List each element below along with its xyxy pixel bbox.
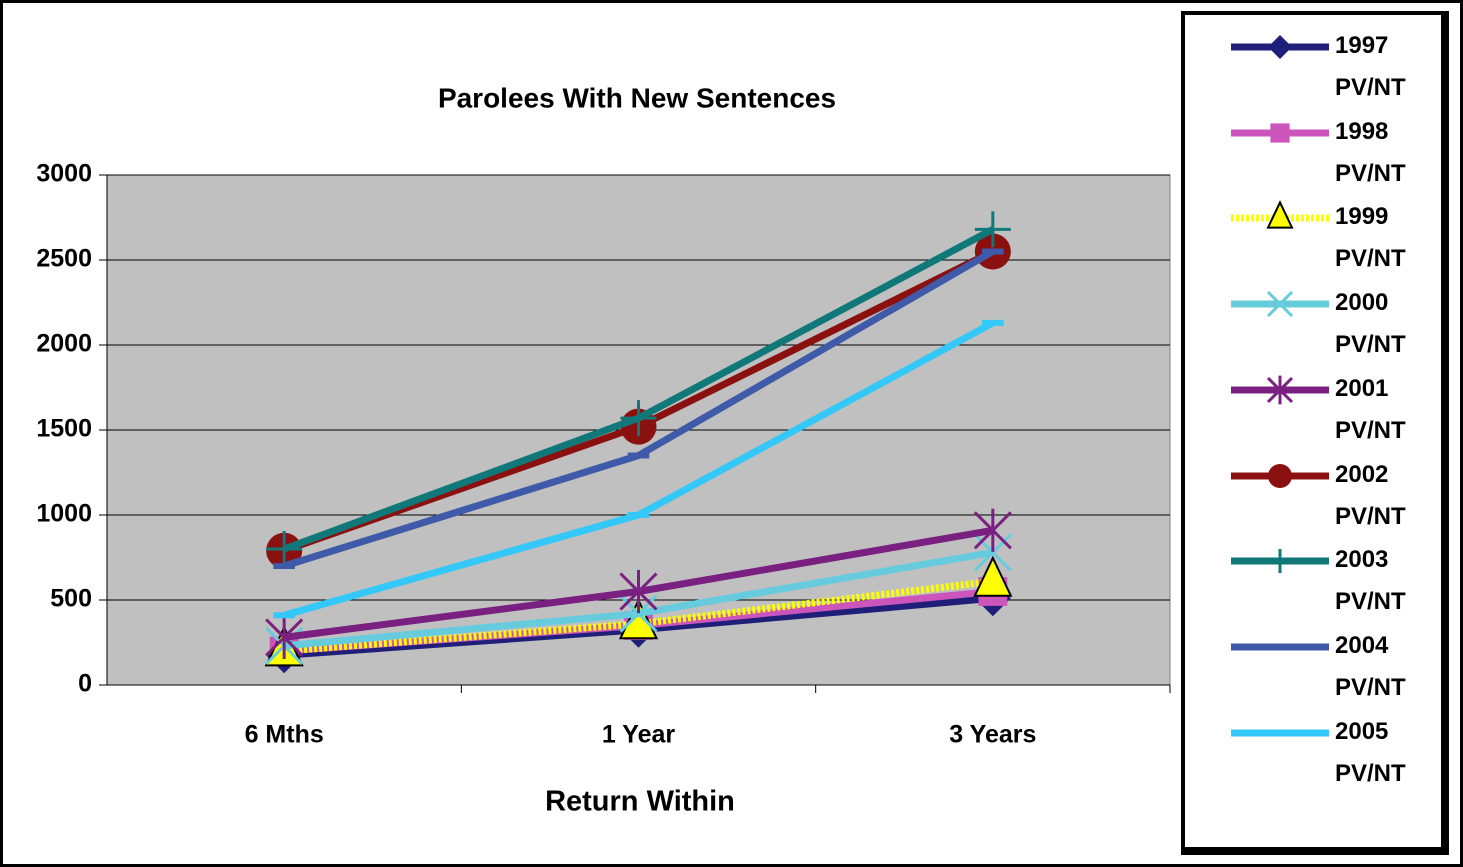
y-tick-label: 2500 [36,245,92,273]
legend-label: 2003 PV/NT [1335,546,1406,616]
marker [1266,291,1294,318]
legend-swatch [1231,291,1329,318]
y-tick-label: 2000 [36,330,92,358]
x-tick-label: 6 Mths [245,721,324,749]
marker [1268,35,1292,59]
legend-swatch [1231,35,1329,59]
marker [620,400,657,437]
legend: 1997 PV/NT 1998 PV/NT 1999 PV/NT 2000 PV/NT… [1181,11,1449,855]
marker [1270,123,1290,143]
marker [266,531,303,567]
legend-label: 2001 PV/NT [1335,374,1406,444]
legend-label: 2004 PV/NT [1335,631,1406,701]
y-tick-label: 500 [50,585,92,613]
legend-swatch [1231,643,1329,651]
marker [973,555,1013,597]
legend-label: 2000 PV/NT [1335,289,1406,359]
legend-label: 1999 PV/NT [1335,203,1406,273]
legend-swatch [1231,123,1329,143]
y-tick-label: 3000 [36,160,92,188]
legend-swatch [1231,375,1329,405]
marker [619,569,658,614]
legend-label: 2002 PV/NT [1335,460,1406,530]
legend-swatch [1231,549,1329,574]
marker [265,615,304,659]
legend-label: 1998 PV/NT [1335,117,1406,187]
marker [1266,375,1294,405]
y-tick-label: 1500 [36,415,92,443]
marker [1268,549,1292,574]
legend-swatch [1231,729,1329,737]
legend-label: 2005 PV/NT [1335,717,1406,787]
marker [618,598,659,640]
x-axis-label: Return Within [545,786,735,818]
legend-label: 1997 PV/NT [1335,32,1406,101]
marker [1268,463,1292,488]
marker [1266,200,1294,229]
legend-swatch [1231,463,1329,488]
marker [974,211,1011,248]
chart-title: Parolees With New Sentences [438,82,836,113]
y-tick-label: 0 [78,670,92,698]
x-tick-label: 1 Year [602,721,676,749]
x-tick-label: 3 Years [949,721,1036,749]
marker [973,508,1012,552]
y-tick-label: 1000 [36,500,92,528]
legend-swatch [1231,200,1329,229]
